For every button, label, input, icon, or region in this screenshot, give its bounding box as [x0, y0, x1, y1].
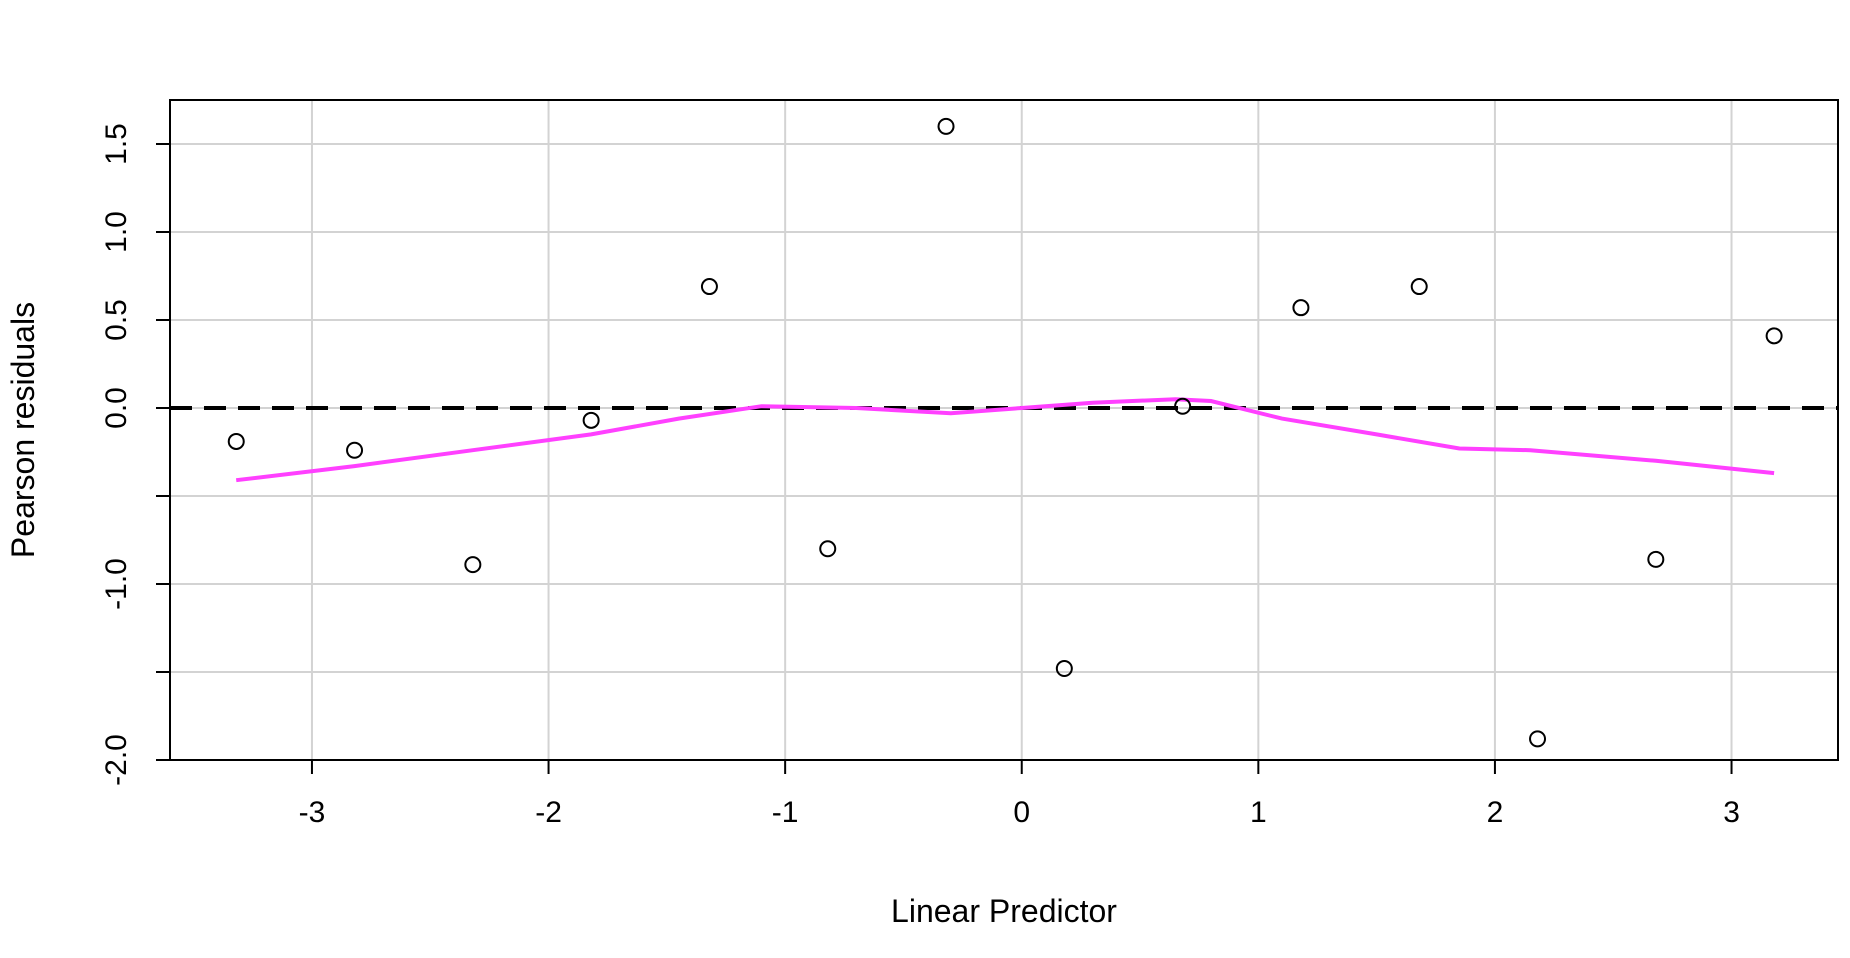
x-tick-label: 2 [1487, 796, 1504, 829]
data-point [1292, 299, 1310, 317]
data-point [937, 117, 955, 135]
y-axis: -2.0 -1.0 0.0 0.5 1.0 1.5 [100, 123, 170, 786]
data-point [582, 411, 600, 429]
y-tick-label: 1.5 [100, 123, 133, 165]
data-point [1765, 327, 1783, 345]
plot-frame [169, 99, 1839, 761]
y-axis-title: Pearson residuals [5, 302, 41, 558]
x-tick-label: -1 [772, 796, 799, 829]
x-tick-label: 1 [1250, 796, 1267, 829]
data-point [1647, 550, 1665, 568]
x-tick-label: -2 [535, 796, 562, 829]
y-tick-label: 1.0 [100, 211, 133, 253]
x-axis: -3 -2 -1 0 1 2 3 [299, 760, 1740, 829]
data-point [227, 432, 245, 450]
data-point [1410, 278, 1428, 296]
x-tick-label: 3 [1723, 796, 1740, 829]
x-axis-title: Linear Predictor [891, 893, 1117, 929]
data-point [1055, 659, 1073, 677]
data-point [464, 556, 482, 574]
y-tick-label: -1.0 [100, 558, 133, 610]
y-tick-label: 0.5 [100, 299, 133, 341]
smooth-line [235, 397, 1775, 483]
data-point [819, 540, 837, 558]
data-point [1529, 730, 1547, 748]
x-tick-label: 0 [1013, 796, 1030, 829]
grid [170, 100, 1838, 761]
y-tick-label: -2.0 [100, 734, 133, 786]
data-point [700, 278, 718, 296]
y-tick-label: 0.0 [100, 387, 133, 429]
smooth-line-group [235, 397, 1775, 483]
data-points [227, 117, 1783, 748]
data-point [346, 441, 364, 459]
x-tick-label: -3 [299, 796, 326, 829]
data-point [1174, 397, 1192, 415]
